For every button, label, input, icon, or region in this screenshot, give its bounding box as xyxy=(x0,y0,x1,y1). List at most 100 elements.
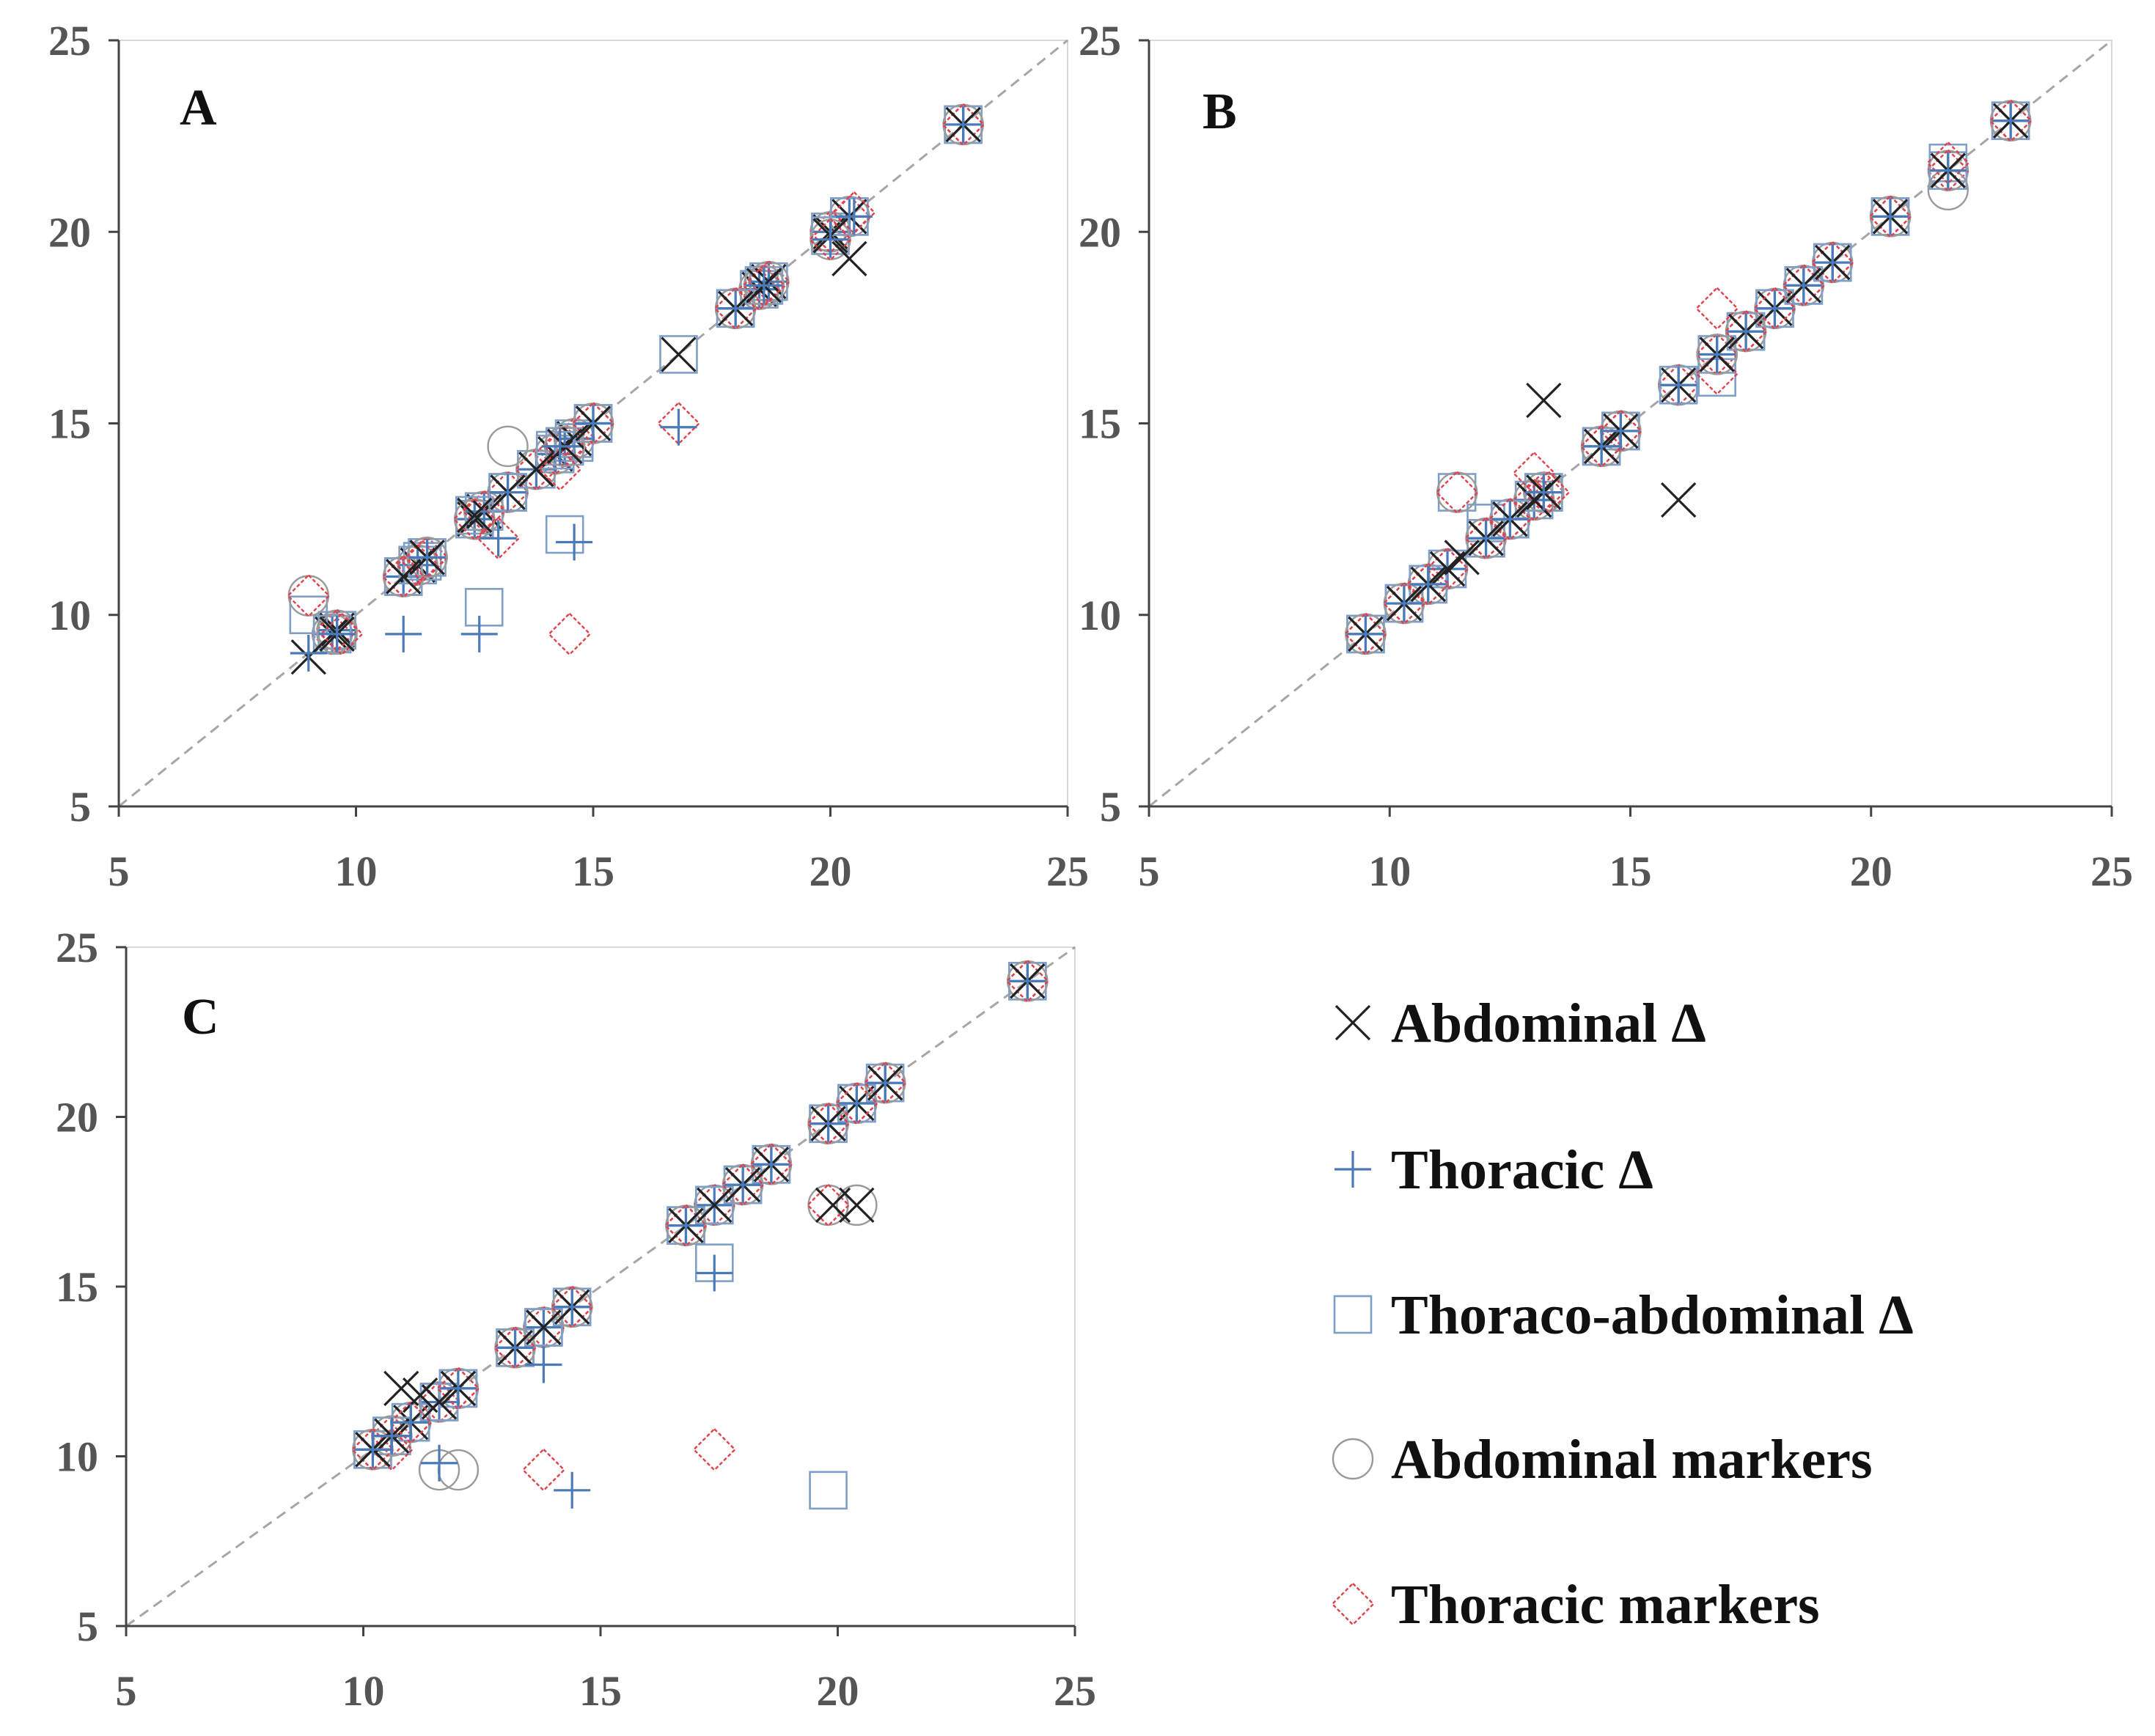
y-tick-label: 15 xyxy=(56,1263,98,1311)
y-tick-label: 15 xyxy=(48,400,91,448)
thoracic-markers-point xyxy=(521,1448,566,1492)
thoracic-delta-point xyxy=(667,1207,705,1244)
thoracic-markers-point xyxy=(941,103,985,147)
thoracic-delta-point xyxy=(1525,474,1563,511)
y-tick-label: 5 xyxy=(1100,783,1121,831)
panel-letter: A xyxy=(180,80,217,136)
thoracic-delta-point xyxy=(867,1064,904,1102)
abdominal-delta-point xyxy=(457,497,493,534)
thoracic-delta-point xyxy=(1583,427,1620,465)
thoracic-delta-point xyxy=(1660,367,1697,404)
thoracic-markers-point xyxy=(1464,516,1508,560)
plot-frame xyxy=(1149,40,2112,806)
thoracic-markers-point xyxy=(832,191,876,235)
thoracic-delta-point xyxy=(1728,313,1765,350)
thoracic-delta-point xyxy=(489,474,526,511)
thoracic-markers-point xyxy=(1435,470,1479,515)
x-tick-label: 15 xyxy=(572,847,614,895)
thoracic-delta-point xyxy=(385,615,422,652)
thoracic-markers-point xyxy=(742,263,786,308)
legend-item: Thoraco-abdominal Δ xyxy=(1333,1284,1914,1346)
thoracic-delta-point xyxy=(525,1346,562,1383)
x-tick-label: 10 xyxy=(1368,847,1411,895)
thoracic-delta-point xyxy=(541,427,579,465)
thoracic-markers-point xyxy=(381,554,425,599)
abdominal-markers-point xyxy=(406,537,448,578)
y-tick-label: 25 xyxy=(48,17,91,65)
thoracic-markers-point xyxy=(436,1367,480,1410)
thoracic-delta-point xyxy=(460,615,498,652)
x-tick-label: 20 xyxy=(809,847,852,895)
thoracic-delta-point xyxy=(421,1444,458,1482)
thoracic-markers-point xyxy=(320,612,364,656)
y-tick-label: 25 xyxy=(1079,17,1121,65)
legend-label: Thoracic markers xyxy=(1391,1574,1820,1636)
x-tick-label: 15 xyxy=(579,1667,622,1715)
thoracic-delta-point xyxy=(660,408,697,446)
panel-a: 5 10 15 20 25 5 10 15 20 25 A xyxy=(48,17,1089,895)
legend-item: Thoracic Δ xyxy=(1335,1139,1653,1201)
thoracic-markers-point xyxy=(863,1061,907,1105)
thoracic-markers-point xyxy=(1512,451,1556,496)
identity-line xyxy=(125,946,1076,1628)
thoracic-delta-point xyxy=(1785,267,1822,304)
thoracic-markers-point xyxy=(1521,470,1566,515)
x-tick-label: 10 xyxy=(335,847,378,895)
identity-line xyxy=(1148,39,2112,808)
panel-letter: C xyxy=(182,989,219,1045)
abdominal-delta-point xyxy=(526,1309,562,1345)
diamond-icon xyxy=(1331,1582,1375,1626)
thoracic-delta-point xyxy=(318,615,356,652)
y-tick-label: 10 xyxy=(1079,592,1121,639)
thoracic-delta-point xyxy=(812,221,849,258)
thoracic-markers-point xyxy=(1425,547,1469,591)
y-tick-label: 20 xyxy=(1079,208,1121,256)
thoracic-delta-point xyxy=(373,1417,411,1454)
thoracic-delta-point xyxy=(696,1254,733,1292)
thoracic-markers-point xyxy=(806,1102,851,1146)
thoracic-delta-point xyxy=(456,501,493,538)
legend-label: Thoracic Δ xyxy=(1391,1139,1653,1201)
thoracic-markers-point xyxy=(1810,240,1854,284)
thoracic-markers-point xyxy=(1724,309,1768,353)
thoracic-delta-point xyxy=(554,1471,591,1509)
thoracic-markers-point xyxy=(1382,581,1426,625)
thoracic-markers-point xyxy=(1598,409,1643,453)
abdominal-delta-point xyxy=(661,336,697,372)
thoracic-delta-point xyxy=(480,520,517,557)
thoracic-delta-point xyxy=(554,1288,591,1325)
thoracic-markers-point xyxy=(749,1142,793,1187)
thoracic-markers-point xyxy=(1926,148,1970,193)
thoracic-markers-point xyxy=(1579,424,1623,468)
thoracic-markers-point xyxy=(1989,99,2033,143)
thoracic-markers-point xyxy=(287,573,331,618)
thoracic-delta-point xyxy=(408,539,446,576)
thoracic-delta-point xyxy=(745,267,782,304)
abdominal-markers-point xyxy=(836,1184,878,1226)
thoracic-markers-point xyxy=(692,1427,736,1471)
x-tick-label: 5 xyxy=(1139,847,1160,895)
thoracic-delta-point xyxy=(809,1105,847,1142)
series-abdominal-delta xyxy=(1348,103,2029,652)
thoracic-markers-point xyxy=(550,1285,594,1329)
abdominal-delta-point xyxy=(839,1187,875,1224)
thoracic-markers-point xyxy=(1343,612,1388,656)
abdominal-delta-point xyxy=(1429,551,1466,587)
thoracic-delta-point xyxy=(1602,412,1640,449)
y-tick-label: 20 xyxy=(56,1094,98,1141)
thoraco-abdominal-delta-point xyxy=(1437,473,1477,512)
thoracic-delta-point xyxy=(1929,152,1967,189)
thoraco-abdominal-delta-point xyxy=(524,1308,563,1347)
thoracic-markers-point xyxy=(1868,194,1912,239)
thoracic-delta-point xyxy=(835,198,873,235)
abdominal-delta-point xyxy=(421,1384,458,1420)
thoracic-markers-point xyxy=(1695,287,1739,331)
legend-item: Thoracic markers xyxy=(1331,1574,1820,1636)
legend-label: Abdominal markers xyxy=(1391,1429,1873,1490)
y-tick-label: 5 xyxy=(70,783,91,831)
x-tick-label: 25 xyxy=(1046,847,1089,895)
thoracic-markers-point xyxy=(1406,562,1450,606)
thoracic-markers-point xyxy=(1527,470,1571,515)
abdominal-delta-point xyxy=(383,1370,419,1407)
thoracic-delta-point xyxy=(575,405,612,442)
